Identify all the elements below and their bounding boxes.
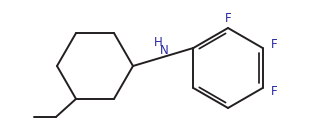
Text: H: H	[154, 36, 163, 50]
Text: F: F	[271, 84, 278, 98]
Text: F: F	[271, 38, 278, 52]
Text: N: N	[160, 44, 168, 58]
Text: F: F	[225, 12, 231, 24]
